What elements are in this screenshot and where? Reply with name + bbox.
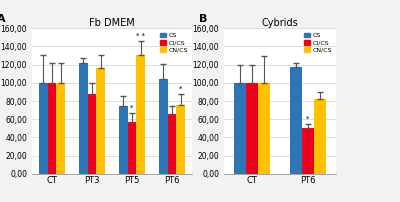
Text: * *: * *	[136, 33, 145, 39]
Bar	[314, 99, 326, 174]
Bar	[56, 83, 65, 174]
Bar	[258, 83, 270, 174]
Bar	[119, 105, 128, 174]
Text: *: *	[179, 86, 182, 92]
Bar	[39, 83, 48, 174]
Bar	[159, 79, 168, 174]
Text: *: *	[306, 116, 310, 122]
Bar	[302, 128, 314, 174]
Bar	[234, 83, 246, 174]
Title: Fb DMEM: Fb DMEM	[89, 18, 135, 27]
Bar	[176, 105, 185, 174]
Bar	[168, 114, 176, 174]
Text: *: *	[130, 105, 134, 111]
Bar	[88, 94, 96, 174]
Bar	[246, 83, 258, 174]
Bar	[136, 55, 145, 174]
Bar	[79, 63, 88, 174]
Text: A: A	[0, 14, 6, 24]
Title: Cybrids: Cybrids	[262, 18, 298, 27]
Bar	[290, 67, 302, 174]
Text: B: B	[199, 14, 208, 24]
Bar	[48, 83, 56, 174]
Legend: CS, CI/CS, CN/CS: CS, CI/CS, CN/CS	[303, 31, 333, 54]
Bar	[96, 68, 105, 174]
Bar	[128, 122, 136, 174]
Legend: CS, CI/CS, CN/CS: CS, CI/CS, CN/CS	[159, 31, 189, 54]
